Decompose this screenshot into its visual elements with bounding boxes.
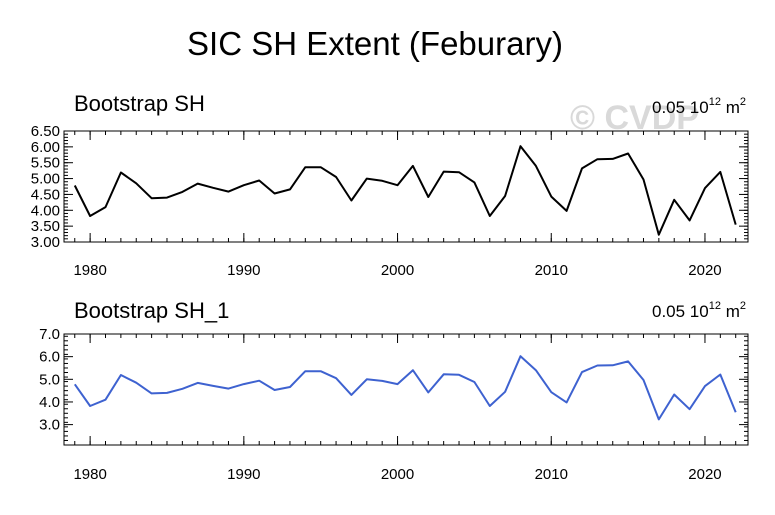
units-base: 0.05 10 (652, 302, 709, 321)
y-tick-label: 3.00 (31, 234, 60, 251)
panel-bootstrap-sh: Bootstrap SH 0.05 1012 m2 1980 1990 2000 20… (31, 91, 749, 279)
x-tick-label: 2000 (381, 262, 414, 279)
x-tick-label: 2020 (688, 466, 721, 483)
x-tick-label: 2020 (688, 262, 721, 279)
x-tick-label: 1990 (227, 262, 260, 279)
y-tick-label: 6.50 (31, 123, 60, 140)
series-line (73, 145, 737, 236)
panel-title: Bootstrap SH_1 (74, 298, 229, 323)
y-tick-label: 5.50 (31, 155, 60, 172)
y-tick-label: 5.0 (39, 371, 60, 388)
plot-frame (63, 130, 749, 243)
plot-frame (63, 333, 749, 446)
units-exponent: 12 (709, 96, 721, 108)
units-label: 0.05 1012 m2 (652, 300, 746, 321)
units-label: 0.05 1012 m2 (652, 96, 746, 117)
axis-ticks (64, 333, 748, 446)
axis-ticks (64, 130, 748, 243)
panel-bootstrap-sh-1: Bootstrap SH_1 0.05 1012 m2 1980 1990 2000… (39, 298, 749, 483)
x-tick-label: 1990 (227, 466, 260, 483)
y-tick-label: 4.50 (31, 186, 60, 203)
x-tick-label: 2010 (535, 262, 568, 279)
y-tick-label: 3.0 (39, 417, 60, 434)
x-tick-label: 2010 (535, 466, 568, 483)
y-tick-label: 5.00 (31, 171, 60, 188)
units-square: 2 (740, 96, 746, 108)
axis-labels: 1980 1990 2000 2010 2020 3.003.504.004.505.00… (31, 123, 722, 279)
units-square: 2 (740, 300, 746, 312)
y-tick-label: 7.0 (39, 326, 60, 343)
panel-title: Bootstrap SH (74, 91, 205, 116)
units-tail: m (721, 302, 740, 321)
units-base: 0.05 10 (652, 98, 709, 117)
figure-title: SIC SH Extent (Feburary) (187, 25, 563, 62)
y-tick-label: 6.0 (39, 349, 60, 366)
y-tick-label: 6.00 (31, 139, 60, 156)
x-tick-label: 1980 (73, 262, 106, 279)
y-tick-label: 4.0 (39, 394, 60, 411)
units-tail: m (721, 98, 740, 117)
axis-labels: 1980 1990 2000 2010 2020 3.0 4.0 5.0 6.0 7.0 (39, 326, 722, 483)
x-tick-label: 2000 (381, 466, 414, 483)
units-exponent: 12 (709, 300, 721, 312)
y-tick-label: 3.50 (31, 218, 60, 235)
y-tick-label: 4.00 (31, 202, 60, 219)
series-line (73, 355, 737, 421)
x-tick-label: 1980 (73, 466, 106, 483)
